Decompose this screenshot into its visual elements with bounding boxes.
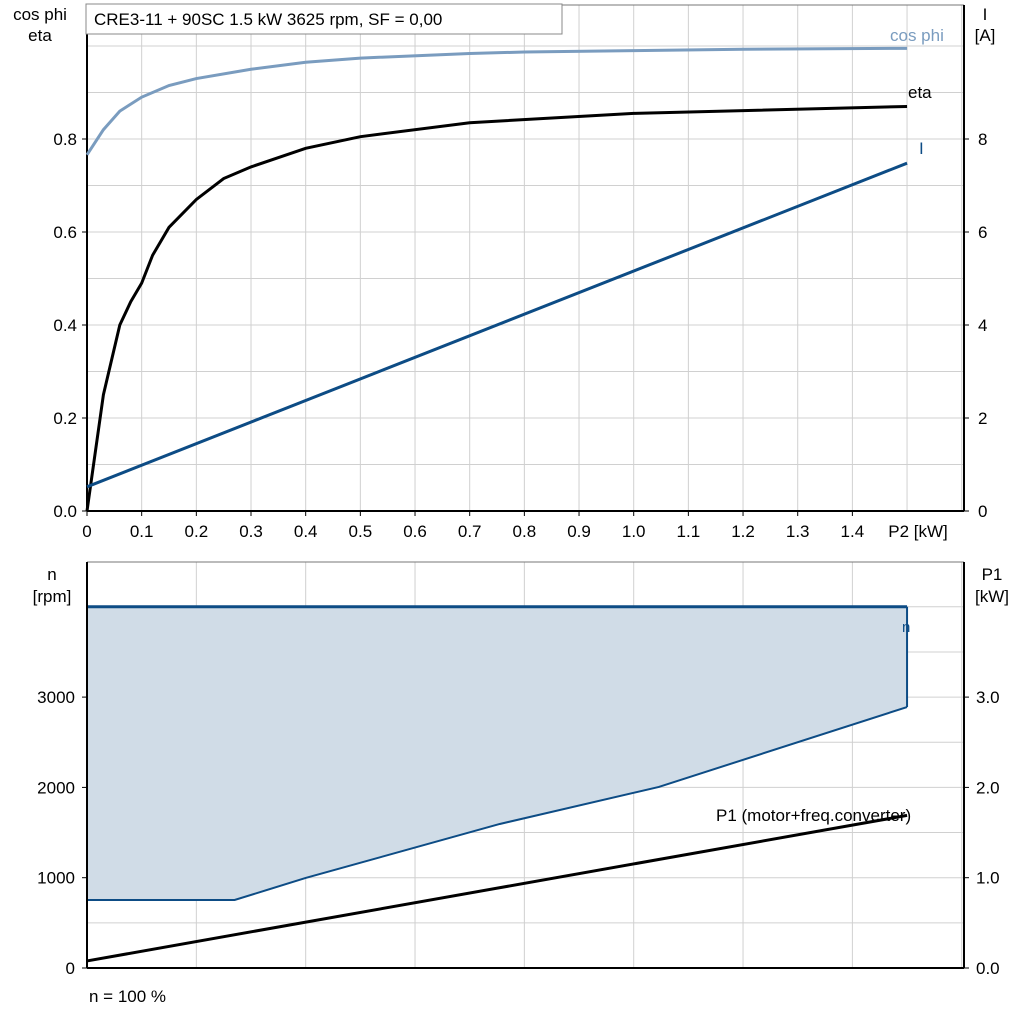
- bottom-chart: 0 1000 2000 3000 0.0 1.0 2.0 3.0: [37, 561, 1000, 978]
- current-label: I: [919, 139, 924, 158]
- y-right-tick-label: 2.0: [976, 778, 1000, 797]
- bottom-right-ylabel-2: [kW]: [975, 587, 1009, 606]
- x-tick-label: 0.9: [567, 522, 591, 541]
- y-left-tick-label: 0.2: [53, 409, 77, 428]
- y-left-tick-label: 0.0: [53, 502, 77, 521]
- top-left-ylabel-1: cos phi: [13, 5, 67, 24]
- bottom-left-ylabel-2: [rpm]: [33, 587, 72, 606]
- cosphi-label: cos phi: [890, 26, 944, 45]
- p1-line: [86, 813, 908, 963]
- y-right-tick-label: 2: [978, 409, 987, 428]
- x-tick-label: 0.3: [239, 522, 263, 541]
- chart-title: CRE3-11 + 90SC 1.5 kW 3625 rpm, SF = 0,0…: [94, 10, 442, 29]
- y-right-tick-label: 0: [978, 502, 987, 521]
- y-right-tick-label: 3.0: [976, 688, 1000, 707]
- title-box: [85, 3, 563, 35]
- top-right-ylabel-1: I: [983, 5, 988, 24]
- y-right-tick-label: 8: [978, 130, 987, 149]
- y-left-tick-label: 2000: [37, 778, 75, 797]
- x-tick-label: 0.2: [185, 522, 209, 541]
- x-tick-label: 0.8: [513, 522, 537, 541]
- top-chart: 0 0.1 0.2 0.3 0.4 0.5 0.6 0.7 0.8 0.9 1.0 1.1 1.2 1.3…: [53, 4, 987, 541]
- x-tick-label: 1.4: [841, 522, 865, 541]
- n-label: n: [902, 619, 910, 636]
- top-left-ylabel-2: eta: [28, 26, 52, 45]
- series-eta-line: [85, 104, 908, 512]
- x-tick-label: 0.4: [294, 522, 318, 541]
- x-tick-label: 1.1: [677, 522, 701, 541]
- x-tick-label: 0: [82, 522, 91, 541]
- bottom-left-ylabel-1: n: [47, 565, 56, 584]
- eta-label: eta: [908, 83, 932, 102]
- y-right-tick-label: 1.0: [976, 869, 1000, 888]
- y-right-tick-label: 6: [978, 223, 987, 242]
- n-operating-area: [87, 606, 908, 901]
- series-I-line: [86, 161, 908, 489]
- y-left-tick-label: 0.8: [53, 130, 77, 149]
- top-right-ylabel-2: [A]: [975, 26, 996, 45]
- p1-label: P1 (motor+freq.converter): [716, 806, 911, 825]
- top-xlabel: P2 [kW]: [888, 522, 948, 541]
- series-cos-phi-line: [85, 46, 908, 156]
- y-left-tick-label: 3000: [37, 688, 75, 707]
- footer-note: n = 100 %: [89, 987, 166, 1006]
- y-right-tick-label: 4: [978, 316, 987, 335]
- x-tick-label: 1.0: [622, 522, 646, 541]
- y-left-tick-label: 0.4: [53, 316, 77, 335]
- y-right-tick-label: 0.0: [976, 959, 1000, 978]
- x-tick-label: 0.7: [458, 522, 482, 541]
- x-tick-label: 0.6: [403, 522, 427, 541]
- x-tick-label: 0.1: [130, 522, 154, 541]
- n-min-line: [87, 706, 908, 902]
- bottom-right-ylabel-1: P1: [982, 565, 1003, 584]
- y-left-tick-label: 1000: [37, 869, 75, 888]
- x-tick-label: 1.2: [731, 522, 755, 541]
- x-tick-label: 1.3: [786, 522, 810, 541]
- y-left-tick-label: 0: [66, 959, 75, 978]
- y-left-tick-label: 0.6: [53, 223, 77, 242]
- x-tick-label: 0.5: [349, 522, 373, 541]
